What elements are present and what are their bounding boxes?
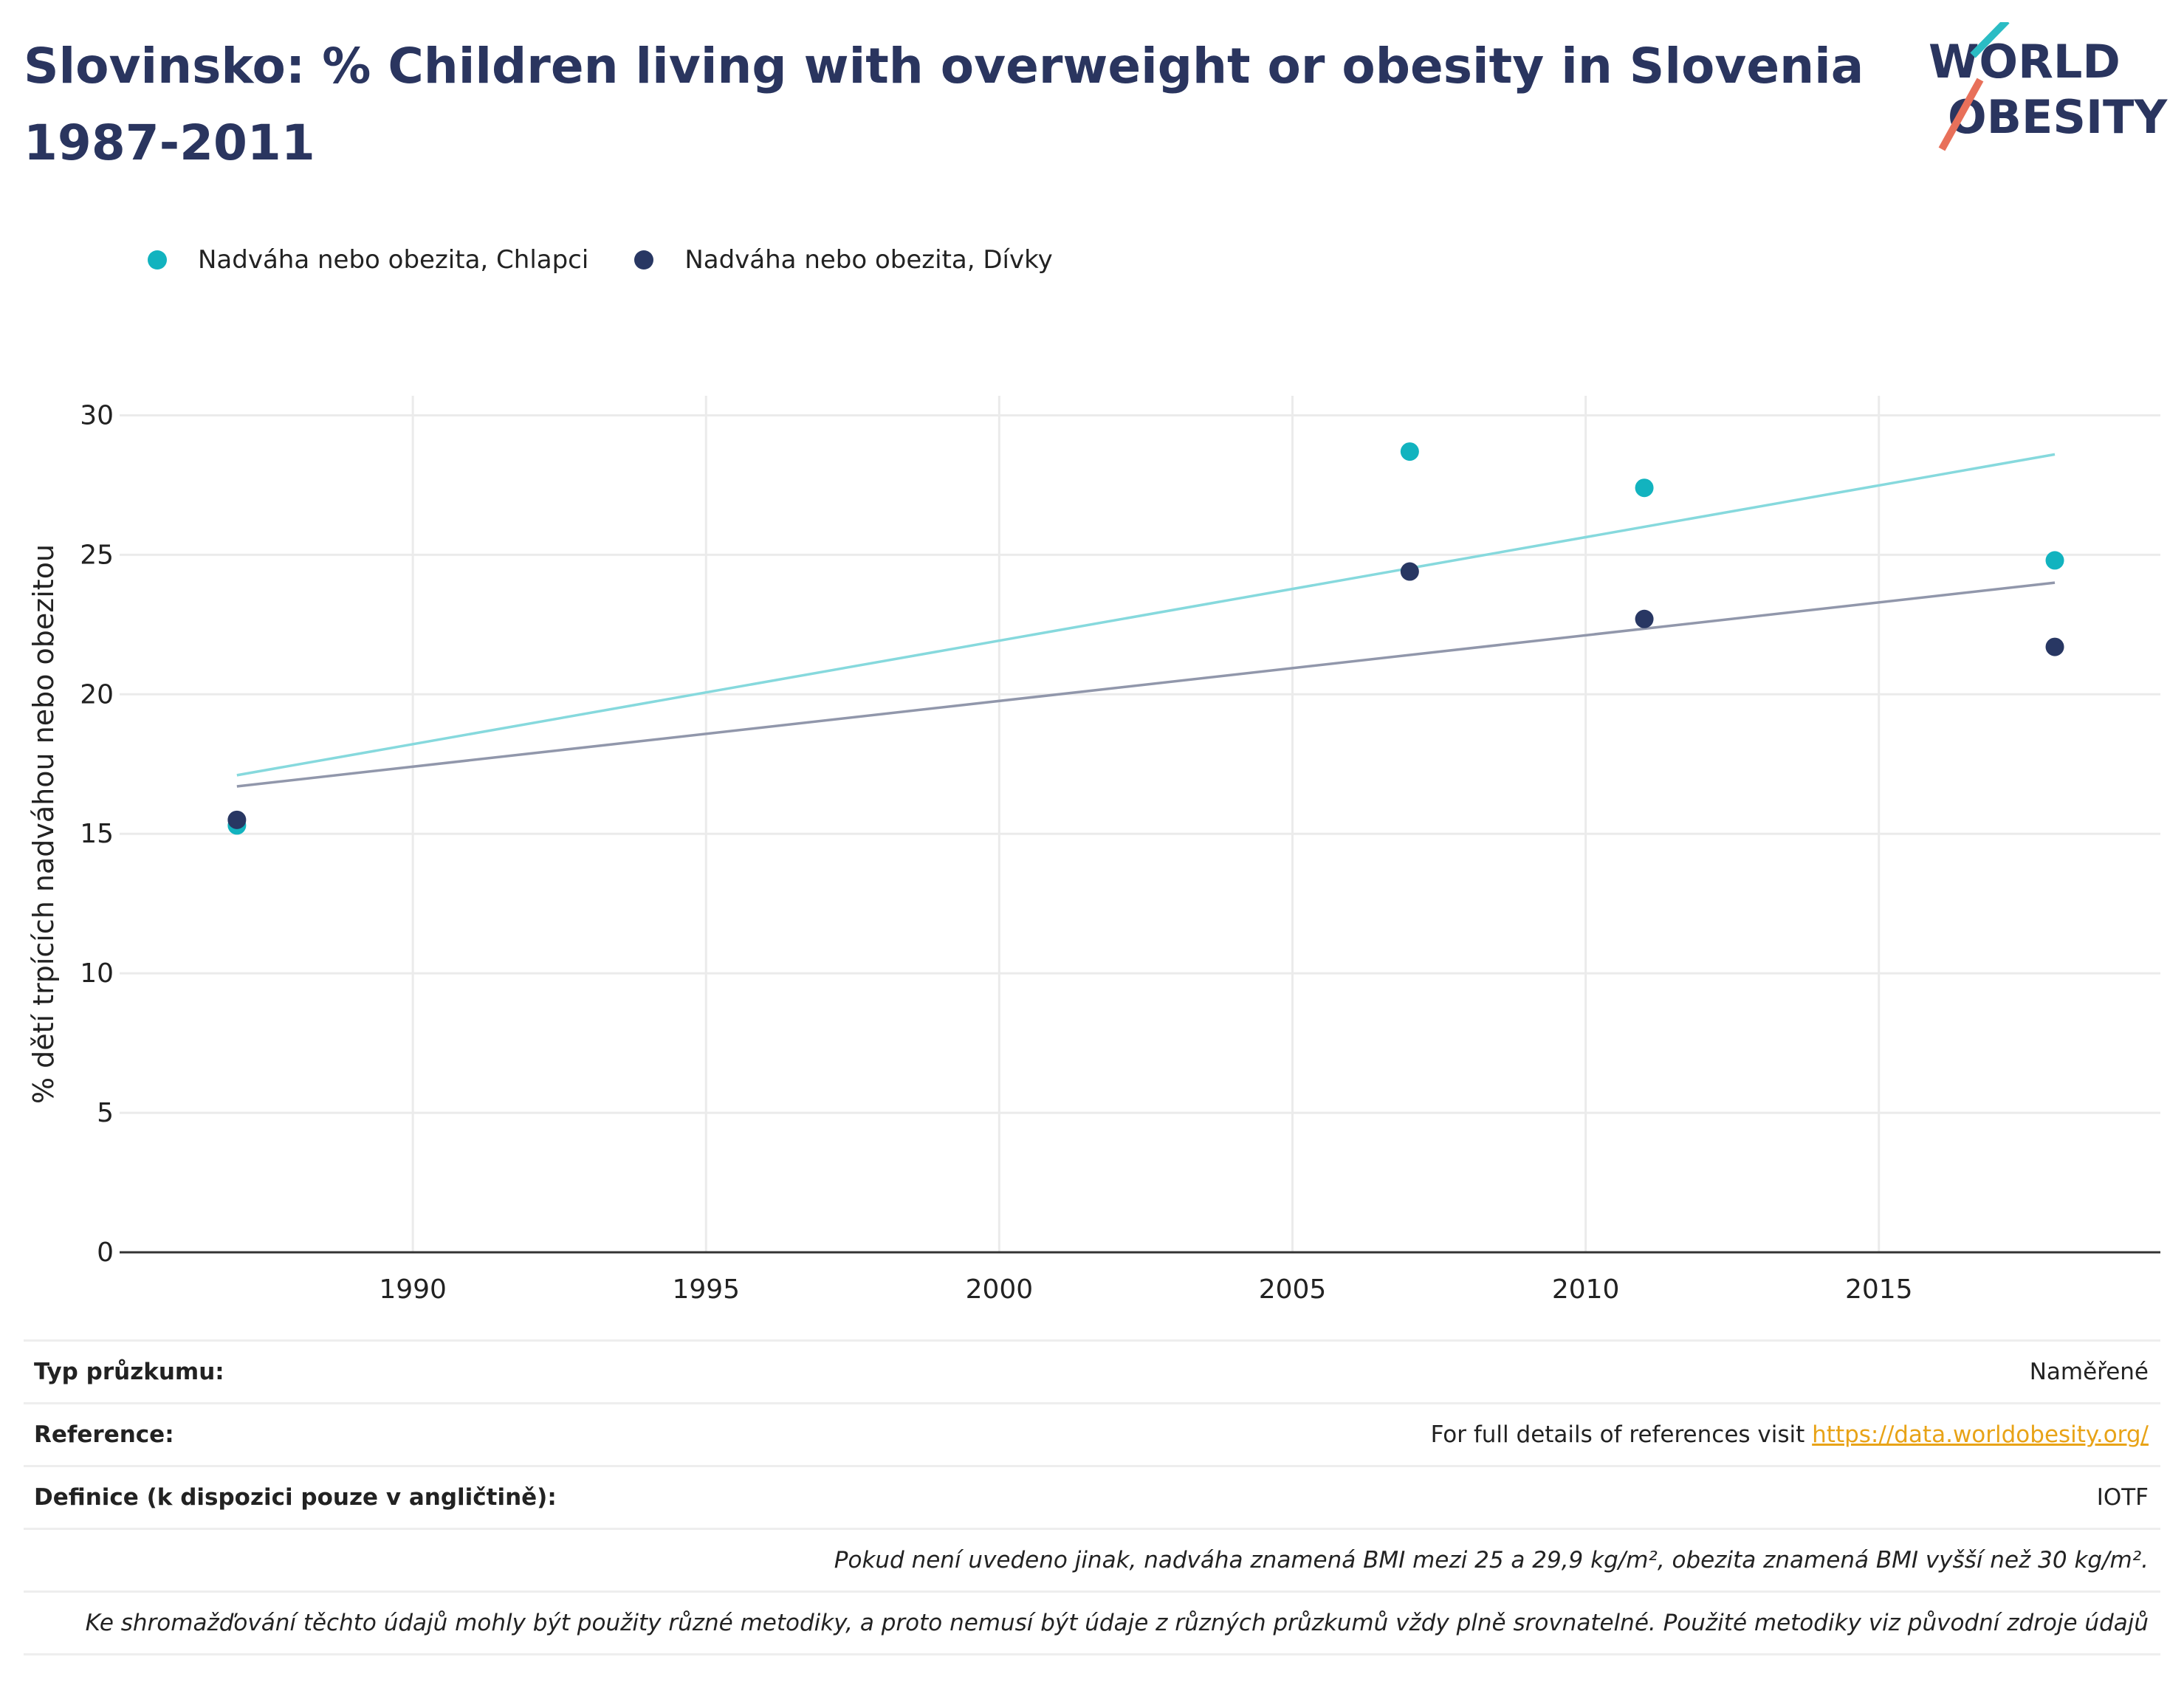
data-point-series-1 <box>227 810 247 829</box>
survey-type-value: Naměřené <box>2029 1359 2149 1385</box>
legend-item-boys[interactable]: Nadváha nebo obezita, Chlapci <box>148 245 588 275</box>
reference-value: For full details of references visit htt… <box>1431 1421 2160 1448</box>
bmi-note: Pokud není uvedeno jinak, nadváha znamen… <box>834 1547 2149 1574</box>
metadata-table: Typ průzkumu: Naměřené Reference: For fu… <box>24 1339 2160 1655</box>
scatter-chart: 1990 1995 2000 2005 2010 2015 0 5 10 15 20 25 30 % dě… <box>27 396 2160 1305</box>
x-tick-label: 1990 <box>379 1274 447 1305</box>
definition-value: IOTF <box>2096 1484 2149 1511</box>
methodology-note: Ke shromažďování těchto údajů mohly být … <box>85 1610 2149 1636</box>
legend-item-girls[interactable]: Nadváha nebo obezita, Dívky <box>634 245 1053 275</box>
x-tick-label: 1995 <box>672 1274 740 1305</box>
data-point-series-0 <box>1400 442 1419 461</box>
meta-row-reference: Reference: For full details of reference… <box>24 1402 2160 1465</box>
x-tick-label: 2015 <box>1845 1274 1913 1305</box>
meta-row-survey-type: Typ průzkumu: Naměřené <box>24 1339 2160 1402</box>
definition-label: Definice (k dispozici pouze v angličtině… <box>34 1484 557 1511</box>
meta-row-definition: Definice (k dispozici pouze v angličtině… <box>24 1465 2160 1528</box>
survey-type-label: Typ průzkumu: <box>34 1359 224 1385</box>
reference-label: Reference: <box>34 1421 174 1448</box>
y-tick-label: 20 <box>80 679 114 710</box>
page-title: Slovinsko: % Children living with overwe… <box>24 38 1864 171</box>
world-obesity-logo: WORLD OBESITY <box>1929 22 2168 151</box>
data-point-series-0 <box>1635 478 1654 498</box>
data-point-series-1 <box>1400 562 1419 581</box>
trendline-series-1 <box>236 581 2056 788</box>
y-axis-label: % dětí trpících nadváhou nebo obezitou <box>27 544 60 1104</box>
y-tick-label: 30 <box>80 400 114 430</box>
y-tick-label: 0 <box>97 1238 114 1268</box>
legend-marker-girls <box>634 250 654 270</box>
meta-row-note-bmi: Pokud není uvedeno jinak, nadváha znamen… <box>24 1528 2160 1590</box>
legend-label-boys: Nadváha nebo obezita, Chlapci <box>198 245 589 275</box>
data-point-series-0 <box>2045 551 2064 570</box>
svg-text:WORLD: WORLD <box>1929 35 2121 89</box>
reference-link[interactable]: https://data.worldobesity.org/ <box>1812 1421 2149 1448</box>
reference-text: For full details of references visit <box>1430 1421 1813 1448</box>
trendline-series-0 <box>236 453 2056 777</box>
data-point-series-1 <box>2045 637 2064 656</box>
x-tick-label: 2010 <box>1552 1274 1620 1305</box>
x-tick-label: 2000 <box>966 1274 1034 1305</box>
legend-label-girls: Nadváha nebo obezita, Dívky <box>684 245 1053 275</box>
data-point-series-1 <box>1635 609 1654 628</box>
x-tick-label: 2005 <box>1259 1274 1327 1305</box>
svg-text:OBESITY: OBESITY <box>1948 90 2168 144</box>
legend-marker-boys <box>148 250 167 270</box>
chart-legend: Nadváha nebo obezita, Chlapci Nadváha ne… <box>148 238 1099 282</box>
meta-row-note-methodology: Ke shromažďování těchto údajů mohly být … <box>24 1590 2160 1655</box>
y-tick-label: 25 <box>80 540 114 570</box>
y-tick-label: 5 <box>97 1098 114 1128</box>
y-tick-label: 10 <box>80 958 114 989</box>
y-tick-label: 15 <box>80 819 114 849</box>
